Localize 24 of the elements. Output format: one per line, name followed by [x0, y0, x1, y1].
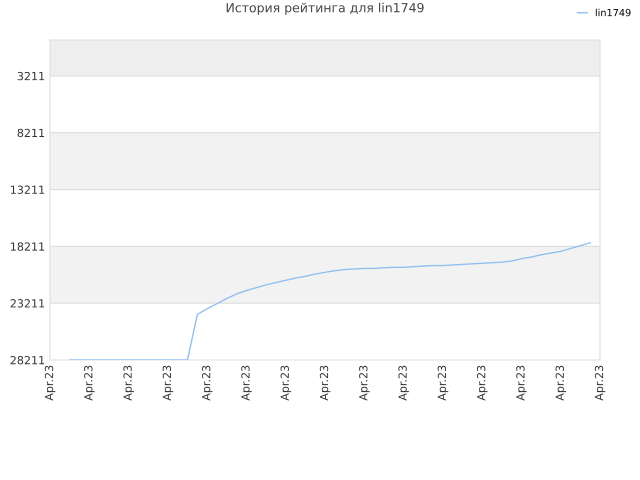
x-tick-label: Apr.23 [556, 366, 566, 401]
x-tick-label: Apr.23 [162, 366, 174, 401]
y-tick-label: 3211 [18, 72, 44, 80]
y-tick-label: 18211 [11, 242, 44, 251]
x-tick-label: Apr.23 [594, 366, 606, 401]
x-tick-label: Apr.23 [202, 366, 213, 401]
chart-title: История рейтинга для lin1749 [226, 2, 424, 15]
legend-label: lin1749 [596, 8, 631, 16]
x-tick-label: Apr.23 [398, 366, 409, 401]
x-tick-label: Apr.23 [280, 366, 292, 401]
line-series [68, 242, 591, 360]
x-tick-label: Apr.23 [241, 366, 252, 401]
x-tick-label: Apr.23 [320, 366, 330, 401]
x-tick-label: Apr.23 [123, 366, 134, 401]
x-tick-label: Apr.23 [438, 366, 448, 401]
y-tick-label: 23211 [10, 299, 44, 308]
x-tick-label: Apr.23 [476, 366, 488, 401]
y-tick-label: 8211 [18, 128, 44, 138]
x-tick-label: Apr.23 [44, 366, 56, 401]
y-tick-label: 28211 [10, 356, 44, 364]
x-tick-label: Apr.23 [84, 366, 95, 401]
y-tick-label: 13211 [11, 186, 44, 194]
x-tick-label: Apr.23 [516, 366, 527, 401]
x-tick-label: Apr.23 [359, 366, 370, 401]
